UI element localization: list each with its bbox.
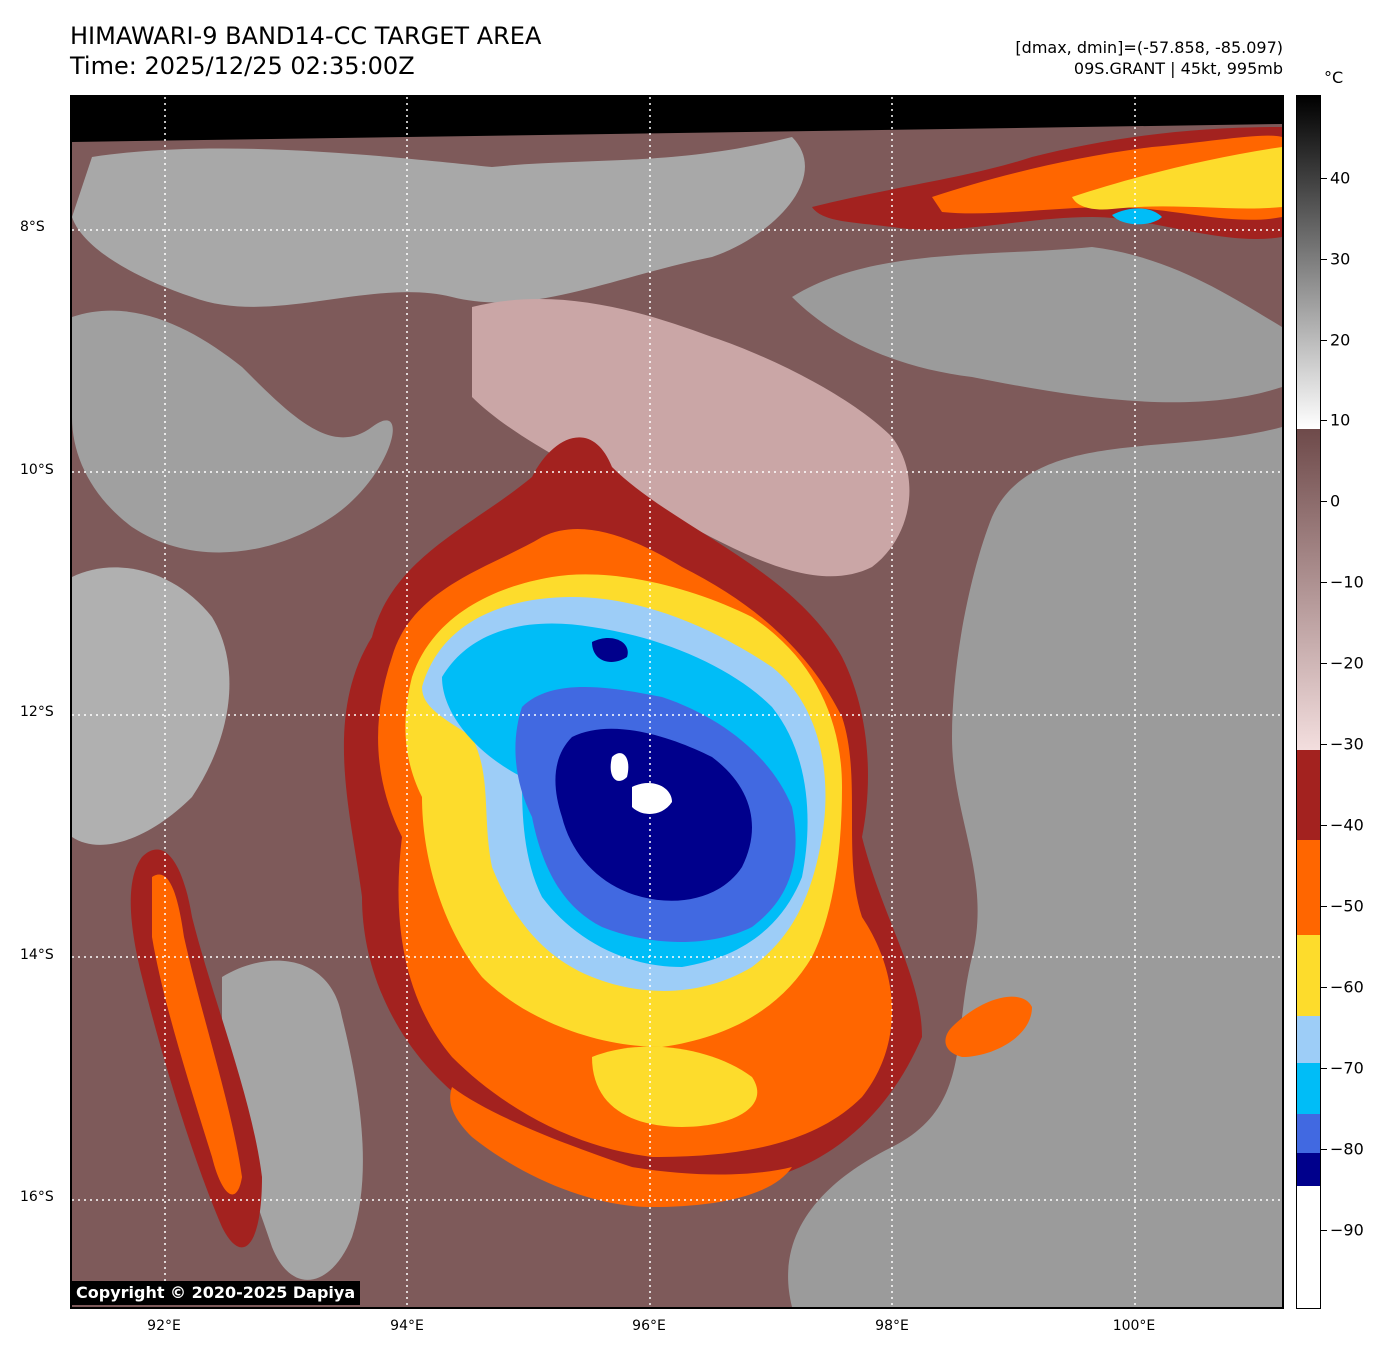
lat-label-12S: 12°S xyxy=(20,704,54,720)
colorbar-unit: °C xyxy=(1324,68,1344,87)
white-overshoot-1 xyxy=(632,782,672,814)
colorbar-label-20: 20 xyxy=(1330,330,1351,350)
colorbar-tick xyxy=(1321,987,1327,988)
colorbar-label-neg90: −90 xyxy=(1330,1220,1364,1240)
colorbar-label-0: 0 xyxy=(1330,491,1341,511)
colorbar-label-30: 30 xyxy=(1330,249,1351,269)
colorbar-white xyxy=(1297,1186,1320,1308)
cloud-band-northeast-yellow xyxy=(1072,147,1282,210)
satellite-image xyxy=(70,95,1284,1309)
colorbar-tick xyxy=(1321,825,1327,826)
lon-label-96E: 96°E xyxy=(632,1318,666,1334)
lon-label-92E: 92°E xyxy=(147,1318,181,1334)
lat-label-8S: 8°S xyxy=(20,219,45,235)
lat-label-10S: 10°S xyxy=(20,462,54,478)
colorbar-label-neg80: −80 xyxy=(1330,1139,1364,1159)
colorbar-navy xyxy=(1297,1153,1320,1186)
colorbar-label-neg30: −30 xyxy=(1330,734,1364,754)
gray-area-north xyxy=(72,137,805,307)
copyright-label: Copyright © 2020-2025 Dapiya xyxy=(72,1281,361,1305)
colorbar-tick xyxy=(1321,744,1327,745)
gray-area-northwest xyxy=(72,310,393,553)
colorbar-tick xyxy=(1321,420,1327,421)
colorbar-label-neg70: −70 xyxy=(1330,1058,1364,1078)
temperature-range-label: [dmax, dmin]=(-57.858, -85.097) xyxy=(1015,38,1283,57)
gray-area-west xyxy=(72,567,230,845)
colorbar-brown-section xyxy=(1297,429,1320,750)
colorbar-yellow xyxy=(1297,935,1320,1016)
lon-label-100E: 100°E xyxy=(1112,1318,1156,1334)
yellow-patch-south xyxy=(592,1046,758,1127)
rainband-west-orange xyxy=(152,874,242,1195)
colorbar-tick xyxy=(1321,501,1327,502)
colorbar-tick xyxy=(1321,1149,1327,1150)
colorbar xyxy=(1296,95,1321,1309)
cloud-band-northeast-blue xyxy=(1112,208,1162,225)
colorbar-tick xyxy=(1321,178,1327,179)
white-overshoot-2 xyxy=(610,753,629,781)
colorbar-label-neg10: −10 xyxy=(1330,572,1364,592)
colorbar-label-40: 40 xyxy=(1330,168,1351,188)
colorbar-cyan xyxy=(1297,1063,1320,1114)
colorbar-tick xyxy=(1321,663,1327,664)
colorbar-royal-blue xyxy=(1297,1114,1320,1153)
chart-title: HIMAWARI-9 BAND14-CC TARGET AREA xyxy=(70,22,542,50)
colorbar-dark-red xyxy=(1297,750,1320,840)
colorbar-label-neg40: −40 xyxy=(1330,815,1364,835)
navy-core xyxy=(555,728,752,901)
colorbar-tick xyxy=(1321,906,1327,907)
lon-label-94E: 94°E xyxy=(390,1318,424,1334)
lat-label-14S: 14°S xyxy=(20,947,54,963)
lon-label-98E: 98°E xyxy=(875,1318,909,1334)
colorbar-tick xyxy=(1321,259,1327,260)
colorbar-label-10: 10 xyxy=(1330,410,1351,430)
colorbar-tick xyxy=(1321,1068,1327,1069)
colorbar-tick xyxy=(1321,1230,1327,1231)
storm-info-label: 09S.GRANT | 45kt, 995mb xyxy=(1073,59,1283,78)
navy-fleck xyxy=(592,637,628,662)
colorbar-tick xyxy=(1321,582,1327,583)
outer-band-east xyxy=(945,996,1032,1057)
lat-label-16S: 16°S xyxy=(20,1189,54,1205)
pink-area-central xyxy=(472,298,910,577)
no-data-band xyxy=(72,97,1282,142)
colorbar-gray-section xyxy=(1297,96,1320,429)
colorbar-orange xyxy=(1297,840,1320,935)
colorbar-tick xyxy=(1321,340,1327,341)
outer-band-south xyxy=(450,1087,792,1207)
colorbar-light-blue xyxy=(1297,1016,1320,1063)
gray-area-east xyxy=(788,247,1282,1307)
timestamp: Time: 2025/12/25 02:35:00Z xyxy=(70,52,415,80)
colorbar-label-neg60: −60 xyxy=(1330,977,1364,997)
colorbar-label-neg50: −50 xyxy=(1330,896,1364,916)
colorbar-label-neg20: −20 xyxy=(1330,653,1364,673)
